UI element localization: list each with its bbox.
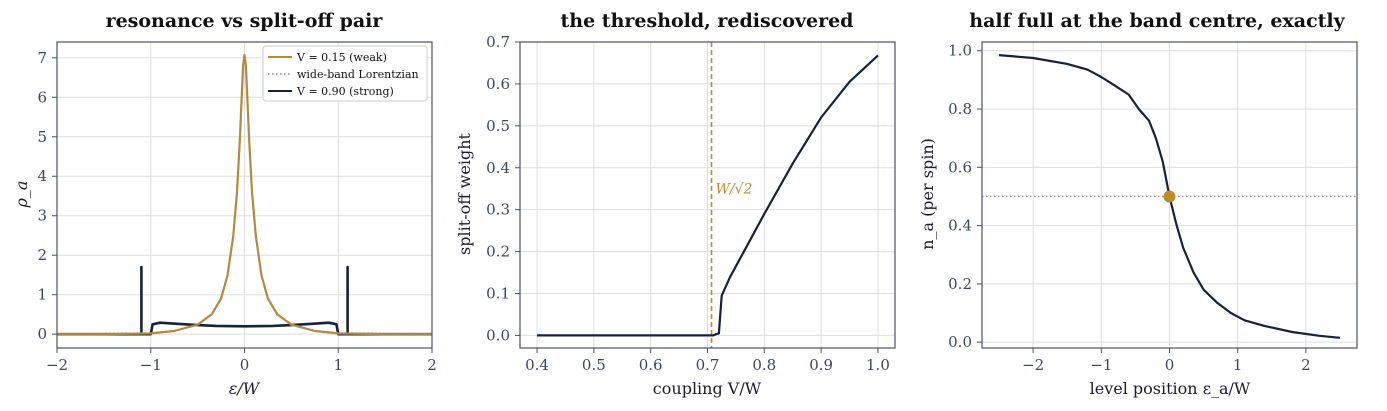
- x-tick-label: 0.9: [809, 356, 833, 374]
- x-tick-label: 0.6: [639, 356, 663, 374]
- y-tick-label: 0.4: [486, 159, 510, 177]
- y-tick-label: 0.4: [948, 217, 972, 235]
- y-tick-label: 0.2: [486, 243, 510, 261]
- legend-label-strong: V = 0.90 (strong): [296, 85, 394, 98]
- y-tick-label: 0.0: [948, 333, 972, 351]
- x-tick-label: −2: [46, 356, 68, 374]
- y-tick-label: 0.6: [486, 75, 510, 93]
- y-tick-label: 1: [37, 286, 47, 304]
- chart-title: the threshold, rediscovered: [561, 10, 854, 32]
- x-tick-label: 2: [1301, 356, 1311, 374]
- panel-half-full: half full at the band centre, exactly −2…: [918, 10, 1358, 398]
- half-filling-marker: [1163, 190, 1176, 203]
- y-tick-label: 2: [37, 246, 47, 264]
- y-tick-label: 1.0: [948, 42, 972, 60]
- ticks: 0.4 0.5 0.6 0.7 0.8 0.9 1.0 0.0 0.1 0.2 0.3 0.4 0.5 0…: [486, 33, 890, 374]
- y-tick-label: 3: [37, 207, 47, 225]
- x-tick-label: 1: [1233, 356, 1243, 374]
- y-tick-label: 7: [37, 49, 47, 67]
- threshold-annotation: W/√2: [716, 182, 753, 198]
- chart-title: half full at the band centre, exactly: [969, 10, 1345, 32]
- grid: [520, 41, 895, 348]
- x-tick-label: 0.5: [582, 356, 606, 374]
- x-axis-label: level position ε_a/W: [1090, 379, 1251, 398]
- x-tick-label: 0: [1165, 356, 1175, 374]
- ticks: −2 −1 0 1 2 0.0 0.2 0.4 0.6 0.8 1.0: [948, 42, 1310, 374]
- y-tick-label: 0.8: [948, 100, 972, 118]
- y-axis-label: ρ_a: [12, 181, 31, 209]
- chart-title: resonance vs split-off pair: [106, 10, 384, 32]
- ticks: −2 −1 0 1 2 0 1 2 3 4 5 6 7: [37, 49, 436, 374]
- legend-label-weak: V = 0.15 (weak): [296, 51, 387, 64]
- legend-label-lorentzian: wide-band Lorentzian: [297, 68, 419, 81]
- y-tick-label: 0.6: [948, 158, 972, 176]
- x-axis-label: ε/W: [229, 379, 261, 398]
- x-tick-label: 1.0: [866, 356, 890, 374]
- x-tick-label: 0.4: [525, 356, 549, 374]
- x-tick-label: −2: [1022, 356, 1044, 374]
- series-layer: [982, 54, 1357, 339]
- series-layer: [537, 42, 879, 348]
- x-tick-label: 0: [240, 356, 250, 374]
- x-tick-label: 1: [333, 356, 343, 374]
- panel-resonance: resonance vs split-off pair −2 −1 0 1 2 0 1 2 3 4…: [12, 10, 437, 398]
- y-tick-label: 6: [37, 88, 47, 106]
- legend: V = 0.15 (weak) wide-band Lorentzian V =…: [262, 45, 428, 102]
- x-tick-label: −1: [1090, 356, 1112, 374]
- y-tick-label: 0.7: [486, 33, 510, 51]
- panel-threshold: the threshold, rediscovered 0.4 0.5 0.6 0.7…: [455, 10, 896, 398]
- y-tick-label: 0.2: [948, 275, 972, 293]
- y-tick-label: 0.3: [486, 201, 510, 219]
- y-tick-label: 4: [37, 167, 47, 185]
- x-tick-label: 0.7: [696, 356, 720, 374]
- legend-box: [262, 45, 428, 102]
- x-tick-label: 2: [427, 356, 437, 374]
- y-tick-label: 0.0: [486, 326, 510, 344]
- series-line: [537, 54, 879, 337]
- series-line: [56, 54, 433, 335]
- y-tick-label: 0.1: [486, 285, 510, 303]
- y-tick-label: 0.5: [486, 117, 510, 135]
- x-tick-label: −1: [140, 356, 162, 374]
- x-axis-label: coupling V/W: [653, 379, 762, 398]
- x-tick-label: 0.8: [752, 356, 776, 374]
- series-layer: [56, 53, 433, 336]
- y-axis-label: split-off weight: [455, 133, 474, 255]
- y-axis-label: n_a (per spin): [918, 138, 937, 250]
- y-tick-label: 5: [37, 128, 47, 146]
- y-tick-label: 0: [37, 325, 47, 343]
